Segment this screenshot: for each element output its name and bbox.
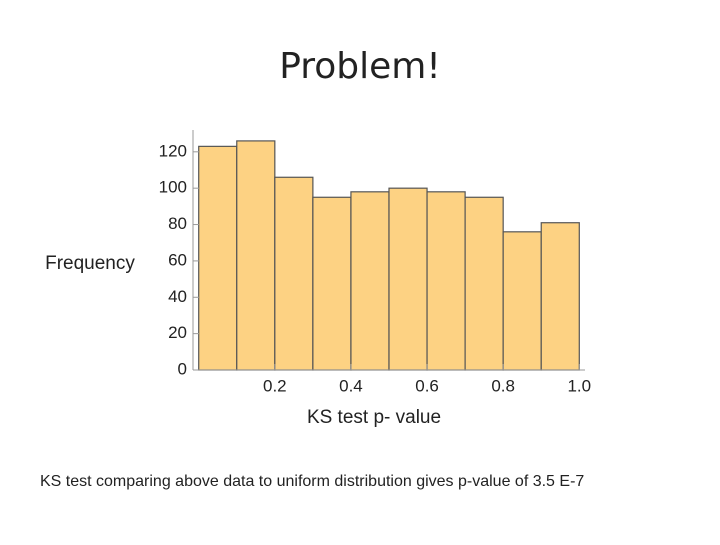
x-tick-label: 0.2 [263,376,287,395]
y-axis-label: Frequency [45,253,135,274]
bar [464,196,504,371]
bar [388,187,428,371]
caption: KS test comparing above data to uniform … [40,473,584,490]
x-tick-label: 0.6 [415,376,439,395]
y-tick-label: 40 [168,287,187,306]
bar [426,191,466,371]
bar [502,231,542,371]
y-tick-label: 20 [168,323,187,342]
y-tick-label: 120 [159,141,187,160]
y-tick-label: 100 [159,178,187,197]
bar [312,196,352,371]
slide-title: Problem! [279,46,441,87]
x-axis-label: KS test p- value [307,407,441,428]
bar [236,140,276,371]
bar [540,222,580,371]
y-tick-label: 60 [168,250,187,269]
y-tick-label: 80 [168,214,187,233]
bar [350,191,390,371]
x-tick-label: 0.8 [491,376,515,395]
y-tick-label: 0 [178,359,187,378]
bar [274,176,314,371]
bar [198,145,238,371]
x-tick-label: 0.4 [339,376,363,395]
x-tick-label: 1.0 [567,376,591,395]
